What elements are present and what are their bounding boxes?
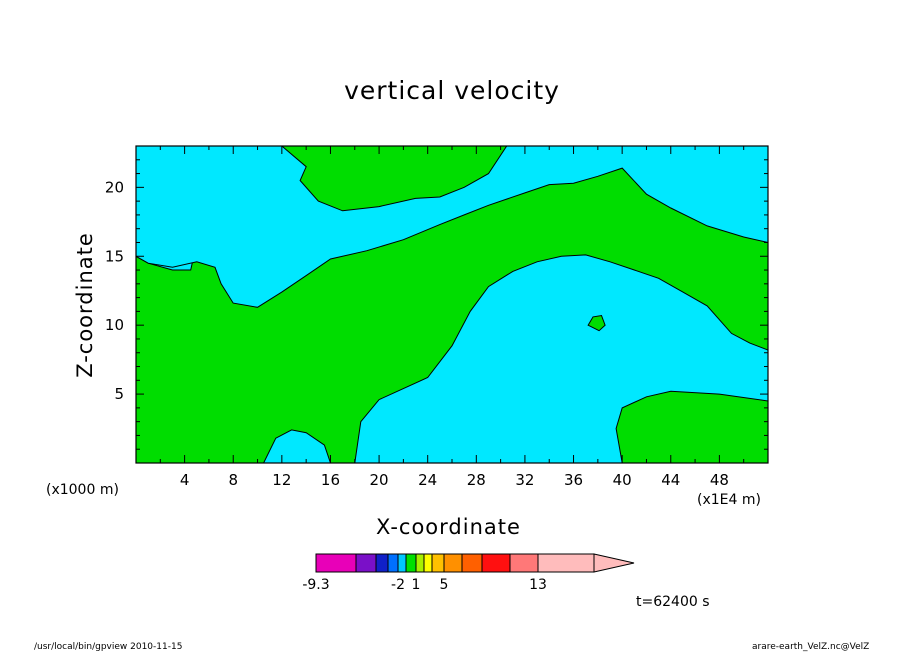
colorbar-swatch (461, 553, 483, 573)
plot-area (136, 146, 768, 463)
y-tick-label: 5 (114, 385, 124, 403)
colorbar-label: 1 (412, 577, 421, 593)
colorbar-swatch (315, 553, 357, 573)
x-axis-unit-right: (x1E4 m) (697, 492, 761, 508)
x-tick-label: 8 (228, 471, 238, 489)
x-tick-label: 32 (515, 471, 534, 489)
colorbar-extension (593, 553, 635, 573)
colorbar-swatch (509, 553, 539, 573)
colorbar-swatch (405, 553, 417, 573)
colorbar-swatch (375, 553, 389, 573)
colorbar-swatch (387, 553, 399, 573)
footer-source: arare-earth_VelZ.nc@VelZ (752, 642, 870, 652)
colorbar: -9.3 -2 1 5 13 (302, 553, 635, 593)
colorbar-label: 13 (529, 577, 547, 593)
contour-region-4 (354, 254, 768, 463)
colorbar-swatch (537, 553, 595, 573)
chart-title: vertical velocity (344, 76, 560, 105)
colorbar-swatch (397, 553, 407, 573)
colorbar-label: -2 (391, 577, 405, 593)
y-tick-label: 10 (105, 316, 124, 334)
x-tick-label: 4 (180, 471, 190, 489)
colorbar-label: -9.3 (302, 577, 329, 593)
colorbar-swatch (443, 553, 463, 573)
x-axis-unit-left: (x1000 m) (46, 482, 119, 498)
colorbar-label: 5 (440, 577, 449, 593)
x-tick-label: 28 (467, 471, 486, 489)
x-tick-label: 48 (710, 471, 729, 489)
x-tick-label: 24 (418, 471, 437, 489)
x-tick-label: 12 (272, 471, 291, 489)
colorbar-swatch (423, 553, 433, 573)
contour-region-3 (281, 146, 508, 212)
colorbar-swatch (355, 553, 377, 573)
colorbar-swatch (431, 553, 445, 573)
time-label: t=62400 s (636, 594, 710, 610)
y-tick-label: 15 (105, 247, 124, 265)
colorbar-swatch (415, 553, 425, 573)
footer-command: /usr/local/bin/gpview 2010-11-15 (34, 642, 183, 652)
x-tick-label: 20 (370, 471, 389, 489)
contour-region-6 (587, 314, 606, 332)
x-tick-label: 40 (613, 471, 632, 489)
contour-region-5 (263, 429, 332, 463)
y-tick-label: 20 (105, 178, 124, 196)
contour-region-2 (136, 146, 768, 308)
colorbar-swatch (481, 553, 511, 573)
x-tick-label: 44 (661, 471, 680, 489)
x-tick-label: 36 (564, 471, 583, 489)
x-axis-label: X-coordinate (376, 515, 521, 539)
x-tick-label: 16 (321, 471, 340, 489)
